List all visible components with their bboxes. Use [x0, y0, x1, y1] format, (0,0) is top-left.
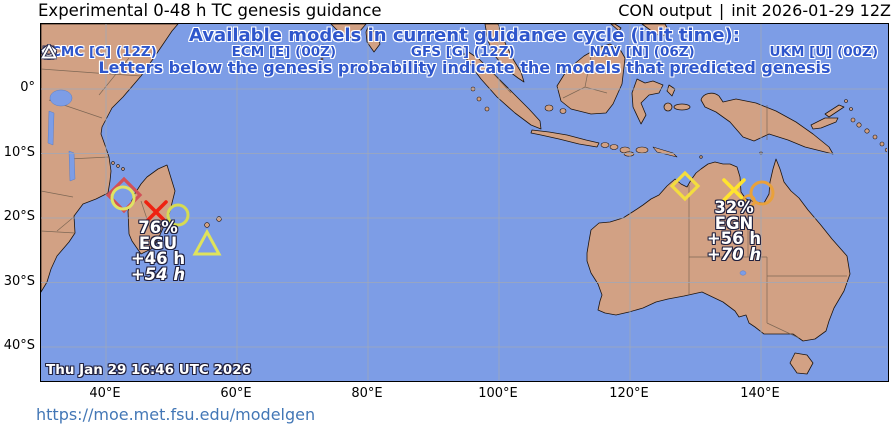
africa [41, 24, 179, 293]
genesis-probability: 76% [138, 218, 178, 237]
x-tick-label: 80°E [351, 386, 383, 401]
new-britain [810, 117, 839, 130]
genesis-models: EGU [138, 233, 178, 253]
x-tick-label: 100°E [478, 386, 518, 401]
malay-peninsula [484, 24, 525, 83]
mindanao [641, 24, 670, 38]
map-timestamp: Thu Jan 29 16:46 UTC 2026 [46, 362, 252, 378]
legend-label: NAV [N] (06Z) [589, 44, 695, 60]
tasmania [789, 352, 814, 375]
new-ireland [824, 104, 845, 118]
borneo [556, 43, 626, 115]
y-tick-label: 0° [20, 80, 35, 95]
gridlines [41, 24, 887, 380]
halmahera [666, 84, 676, 97]
x-tick-label: 60°E [220, 386, 252, 401]
palawan [610, 24, 622, 32]
y-tick-label: 40°S [3, 338, 35, 353]
genesis-x-icon [144, 200, 168, 224]
sulawesi [631, 78, 664, 125]
genesis-markers [105, 170, 775, 256]
australia [586, 158, 851, 342]
genesis-probability: 32% [714, 198, 754, 217]
genesis-models: EGN [714, 213, 754, 233]
india [330, 24, 367, 39]
triangle-icon [41, 44, 57, 60]
y-tick-label: 20°S [3, 209, 35, 224]
java [530, 129, 600, 148]
legend-label: ECM [E] (00Z) [231, 44, 337, 60]
ukm-triangle-marker [192, 228, 222, 256]
legend-item-ukm: UKM [U] (00Z) [41, 44, 878, 60]
genesis-annotation-australia: 32% EGN +56 h +70 h [707, 200, 761, 262]
page-title: Experimental 0-48 h TC genesis guidance [38, 1, 382, 20]
source-url-link[interactable]: https://moe.met.fsu.edu/modelgen [36, 405, 316, 424]
landmasses [41, 24, 887, 375]
genesis-lead-time: +46 h [130, 249, 186, 268]
genesis-lead-time: +56 h [706, 229, 762, 248]
x-tick-label: 120°E [609, 386, 649, 401]
title-separator: | [718, 1, 725, 20]
map-panel: Available models in current guidance cyc… [40, 23, 889, 382]
titlebar: Experimental 0-48 h TC genesis guidance … [0, 0, 894, 22]
x-tick-label: 140°E [740, 386, 780, 401]
lake-tanganyika [47, 110, 55, 146]
genesis-x-icon [722, 178, 746, 202]
x-tick-label: 40°E [89, 386, 121, 401]
basemap [41, 24, 887, 380]
genesis-annotation-madagascar: 76% EGU +46 h +54 h [131, 220, 185, 282]
sumatra [463, 50, 542, 130]
banner-available-models: Available models in current guidance cyc… [189, 25, 740, 46]
seram [673, 103, 691, 111]
ecm-diamond-marker [105, 176, 143, 214]
legend-label: CMC [C] (12Z) [51, 44, 157, 60]
init-time-label: init 2026-01-29 12Z [731, 1, 891, 20]
gfs-circle-marker [166, 203, 190, 227]
ecm-diamond-marker [669, 170, 701, 202]
legend-label: GFS [G] (12Z) [410, 44, 515, 60]
lake-victoria [49, 89, 73, 107]
lake-malawi [68, 150, 76, 182]
buru [663, 102, 673, 112]
nav-circle-marker [749, 180, 775, 206]
y-tick-label: 10°S [3, 144, 35, 160]
nav-circle-marker [742, 194, 756, 208]
legend-label: UKM [U] (00Z) [769, 44, 878, 60]
country-borders [41, 55, 847, 339]
banner-letters-note: Letters below the genesis probability in… [98, 58, 831, 77]
y-tick-label: 30°S [3, 273, 35, 289]
model-legend: CMC [C] (12Z) ECM [E] (00Z) GFS [G] (12Z… [41, 44, 888, 60]
sri-lanka [365, 26, 381, 53]
lakes [47, 89, 747, 276]
genesis-lead-time: +54 h [130, 264, 186, 284]
run-info: CON output | init 2026-01-29 12Z [618, 1, 891, 20]
output-type-label: CON output [618, 1, 712, 20]
genesis-lead-time: +70 h [706, 244, 762, 264]
lake-eyre [739, 270, 747, 276]
gfs-circle-marker [110, 185, 136, 211]
